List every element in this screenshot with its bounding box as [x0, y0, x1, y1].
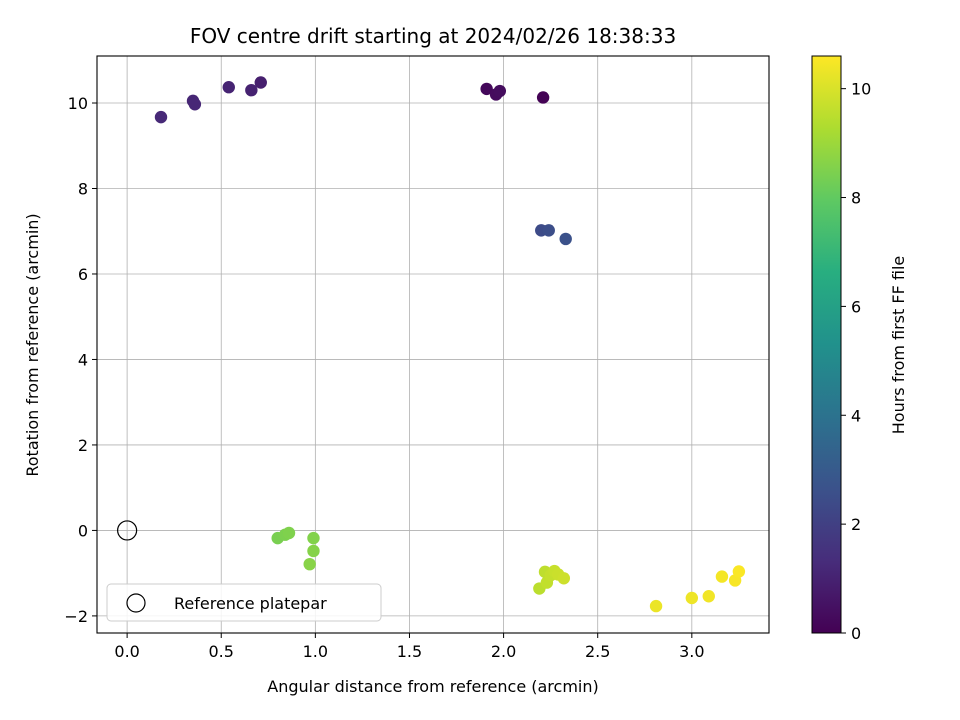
reference-marker [117, 520, 138, 541]
y-tick-label: −2 [64, 607, 88, 626]
x-tick-label: 1.5 [397, 642, 422, 661]
plot-frame [96, 55, 770, 634]
colorbar-gradient [812, 56, 841, 633]
legend-marker-reference [126, 593, 146, 613]
scatter-point [732, 565, 746, 578]
colorbar-tick-label: 0 [851, 624, 861, 643]
colorbar-frame [811, 55, 842, 634]
scatter-point [188, 98, 202, 111]
legend-box [106, 583, 382, 622]
scatter-point [557, 572, 571, 585]
grid-lines [97, 56, 769, 633]
y-tick-label: 0 [78, 521, 88, 540]
scatter-point [559, 232, 572, 246]
colorbar-label: Hours from first FF file [889, 256, 908, 435]
scatter-point [715, 570, 729, 583]
y-tick-label: 6 [78, 265, 88, 284]
scatter-point [480, 82, 493, 96]
x-tick-label: 2.5 [585, 642, 610, 661]
scatter-point [307, 544, 320, 558]
scatter-point [649, 599, 663, 613]
colorbar-tick-label: 2 [851, 515, 861, 534]
y-axis-ticks: −2 0 2 4 6 8 10 [64, 94, 97, 626]
y-axis-label: Rotation from reference (arcmin) [23, 213, 42, 476]
y-tick-label: 8 [78, 179, 88, 198]
legend-label-reference: Reference platepar [174, 594, 327, 613]
y-tick-label: 2 [78, 436, 88, 455]
colorbar-ticks: 0 2 4 6 8 10 [841, 80, 871, 643]
scatter-point [245, 83, 258, 97]
chart-title: FOV centre drift starting at 2024/02/26 … [190, 24, 676, 48]
scatter-point [542, 224, 555, 237]
scatter-point [222, 81, 235, 94]
scatter-point [303, 557, 316, 571]
x-axis-label: Angular distance from reference (arcmin) [267, 677, 598, 696]
x-tick-label: 0.0 [114, 642, 139, 661]
scatter-point [685, 591, 699, 605]
scatter-point [282, 526, 296, 540]
colorbar-tick-label: 4 [851, 406, 861, 425]
x-tick-label: 1.0 [303, 642, 328, 661]
colorbar-tick-label: 10 [851, 80, 871, 99]
x-axis-ticks: 0.0 0.5 1.0 1.5 2.0 2.5 3.0 [114, 633, 705, 661]
x-tick-label: 0.5 [209, 642, 234, 661]
y-tick-label: 10 [68, 94, 88, 113]
scatter-point [154, 110, 168, 124]
data-points [117, 76, 746, 613]
scatter-point [493, 84, 507, 98]
y-tick-label: 4 [78, 350, 88, 369]
colorbar: 0 2 4 6 8 10 Hours from first FF file [811, 55, 908, 643]
colorbar-tick-label: 6 [851, 297, 861, 316]
scatter-point [702, 590, 715, 603]
x-tick-label: 2.0 [491, 642, 516, 661]
colorbar-tick-label: 8 [851, 189, 861, 208]
legend: Reference platepar [106, 583, 382, 622]
scatter-point [536, 91, 550, 104]
scatter-point [307, 531, 320, 545]
x-tick-label: 3.0 [679, 642, 704, 661]
scatter-point [254, 76, 267, 89]
